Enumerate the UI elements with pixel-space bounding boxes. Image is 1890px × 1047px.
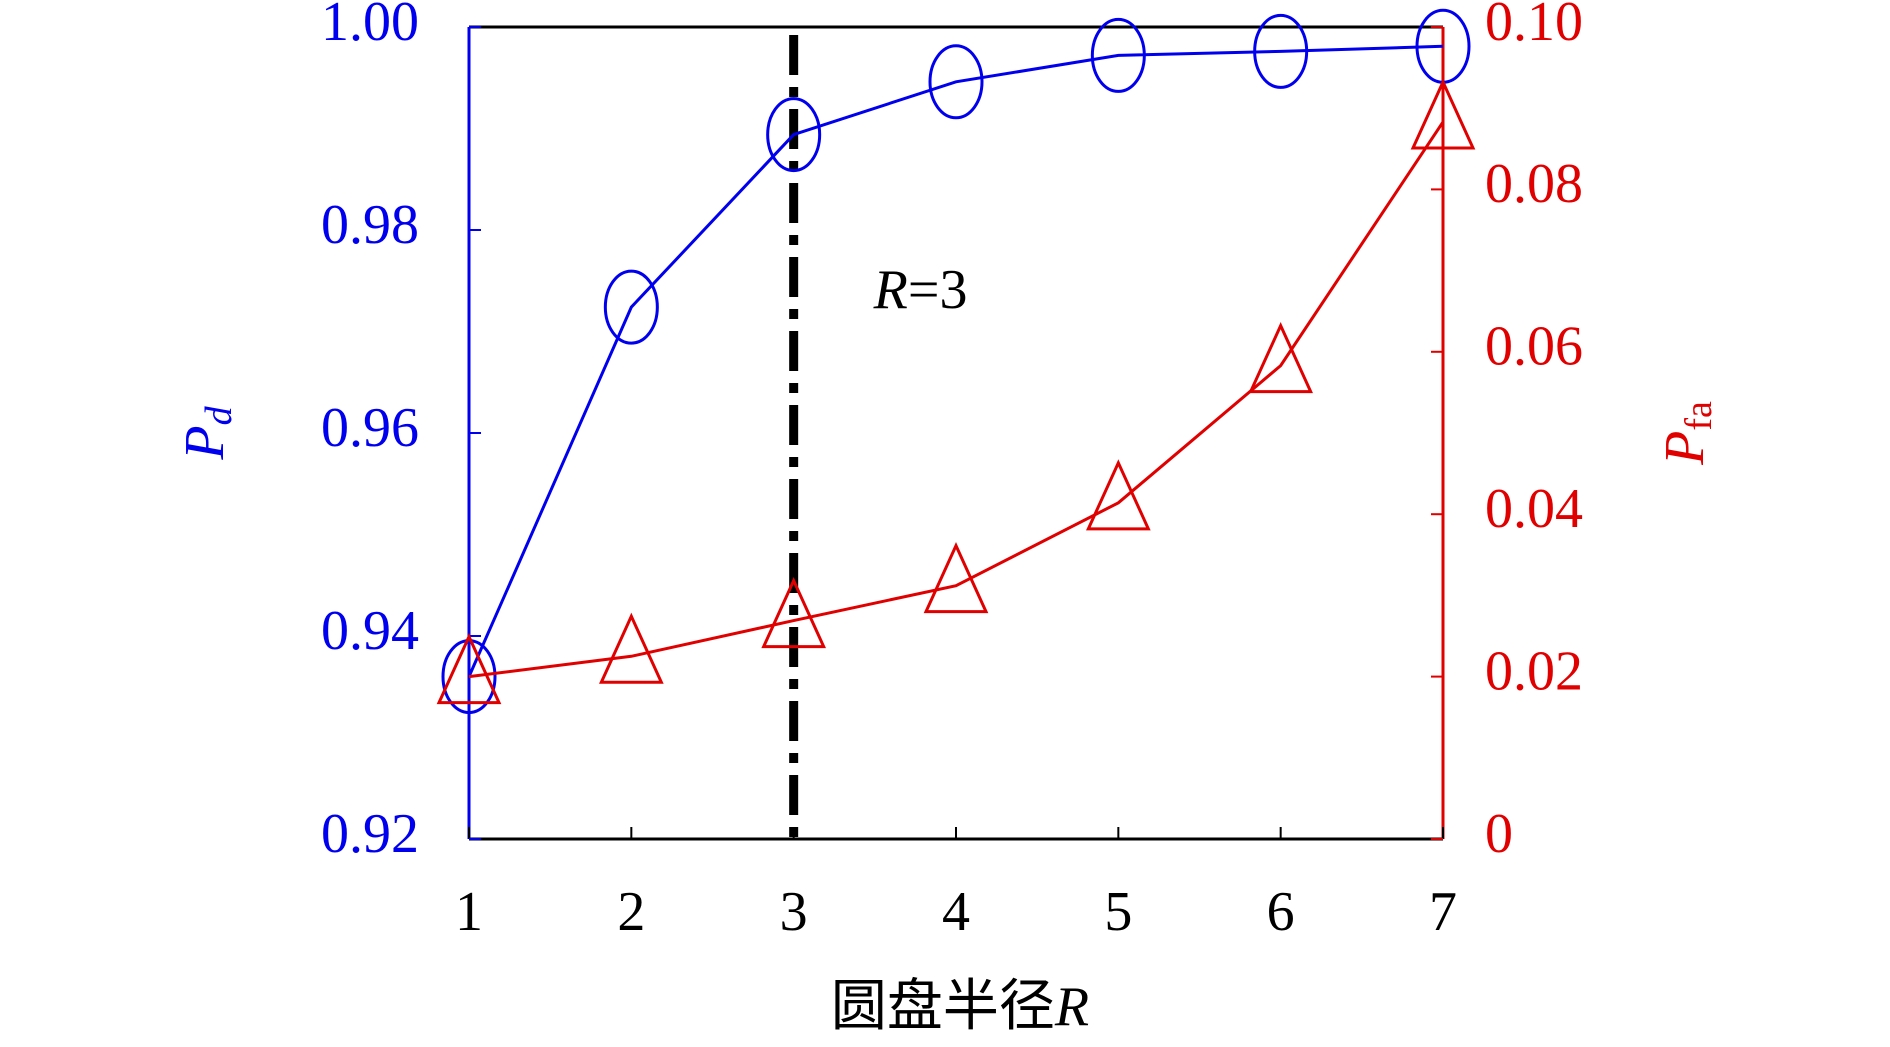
x-tick-label: 6 (1267, 881, 1295, 943)
y2-tick-label: 0.02 (1485, 640, 1583, 702)
x-axis-label-text: 圆盘半径 (831, 976, 1055, 1038)
triangle-marker (923, 542, 989, 614)
y2-axis-label-sub: fa (1678, 401, 1720, 431)
x-tick-label: 7 (1429, 881, 1457, 943)
y-axis-label-main: P (174, 425, 236, 460)
circle-marker (441, 639, 497, 715)
x-tick-label: 5 (1104, 881, 1132, 943)
triangle-marker (599, 612, 664, 684)
y2-axis-label: Pfa (1654, 401, 1720, 466)
y-axis-label-sub: d (198, 405, 240, 425)
x-tick-label: 4 (942, 881, 970, 943)
triangle-marker (1410, 78, 1476, 150)
circle-marker (928, 44, 984, 120)
circle-marker (1253, 13, 1309, 89)
series-line (468, 121, 1445, 679)
y2-tick-label: 0.06 (1485, 316, 1583, 378)
x-axis-label: 圆盘半径R (831, 976, 1089, 1038)
x-tick-label: 1 (455, 881, 483, 943)
annotation-text: =3 (908, 259, 968, 321)
triangle-marker (761, 576, 826, 649)
series-line (467, 44, 1444, 678)
y2-tick-label: 0 (1485, 803, 1513, 865)
y2-tick-label: 0.04 (1485, 478, 1583, 540)
y-tick-label: 0.92 (321, 803, 419, 865)
y-tick-label: 0.94 (321, 600, 419, 662)
triangle-marker (436, 632, 502, 705)
x-axis-label-var: R (1054, 976, 1089, 1038)
y2-tick-label: 0.08 (1485, 153, 1583, 215)
y2-tick-label: 0.10 (1485, 0, 1583, 53)
triangle-marker (1086, 459, 1151, 531)
y-tick-label: 0.98 (321, 194, 419, 256)
y-tick-label: 0.96 (321, 397, 419, 459)
y-tick-label: 1.00 (321, 0, 419, 53)
circle-marker (1090, 17, 1146, 93)
y2-axis-label-main: P (1654, 431, 1716, 466)
circle-marker (603, 269, 659, 345)
circle-marker (766, 97, 822, 173)
annotation: R=3 (873, 259, 968, 321)
x-tick-label: 2 (617, 881, 645, 943)
triangle-marker (1248, 321, 1313, 394)
y-axis-label: Pd (174, 405, 240, 460)
x-tick-label: 3 (780, 881, 808, 943)
annotation-var: R (873, 259, 908, 321)
